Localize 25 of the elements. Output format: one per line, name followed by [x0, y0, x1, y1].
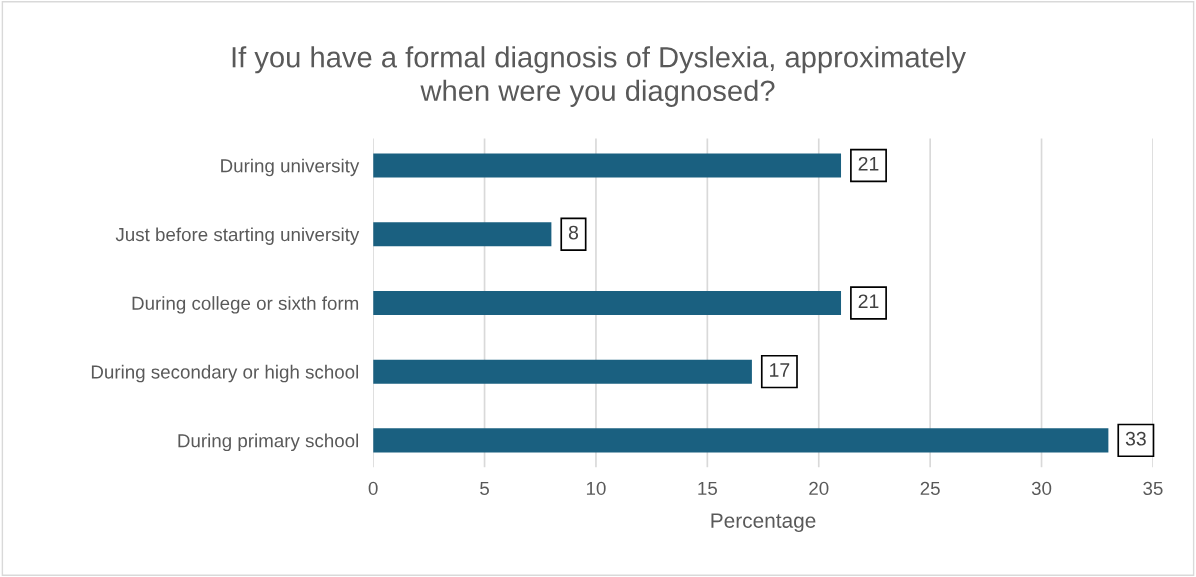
y-tick-label: During secondary or high school [91, 364, 359, 383]
data-label: 8 [568, 225, 579, 240]
x-tick-label: 20 [809, 481, 829, 496]
x-tick-label: 0 [368, 481, 378, 496]
x-tick-label: 35 [1143, 481, 1163, 496]
y-tick-label: During primary school [178, 433, 359, 452]
bar [373, 153, 842, 178]
x-axis-title: Percentage [711, 513, 816, 533]
x-tick-label: 10 [586, 481, 606, 496]
data-label: 21 [858, 294, 879, 308]
data-label: 33 [1125, 431, 1146, 446]
x-tick-label: 25 [920, 481, 940, 496]
y-tick-label: During university [221, 158, 360, 177]
bar [373, 359, 752, 384]
x-tick-label: 30 [1031, 481, 1052, 496]
chart-title: If you have a formal diagnosis of Dyslexia, approximately when were you diagnosed? [232, 46, 966, 107]
x-tick-label: 15 [698, 481, 717, 496]
x-tick-label: 5 [480, 481, 489, 496]
data-label: 21 [858, 156, 879, 171]
data-label: 17 [770, 363, 790, 377]
bar [373, 222, 552, 247]
y-tick-label: Just before starting university [115, 227, 360, 245]
y-tick-label: During college or sixth form [132, 296, 359, 314]
bar [373, 290, 842, 315]
bar [373, 428, 1109, 453]
